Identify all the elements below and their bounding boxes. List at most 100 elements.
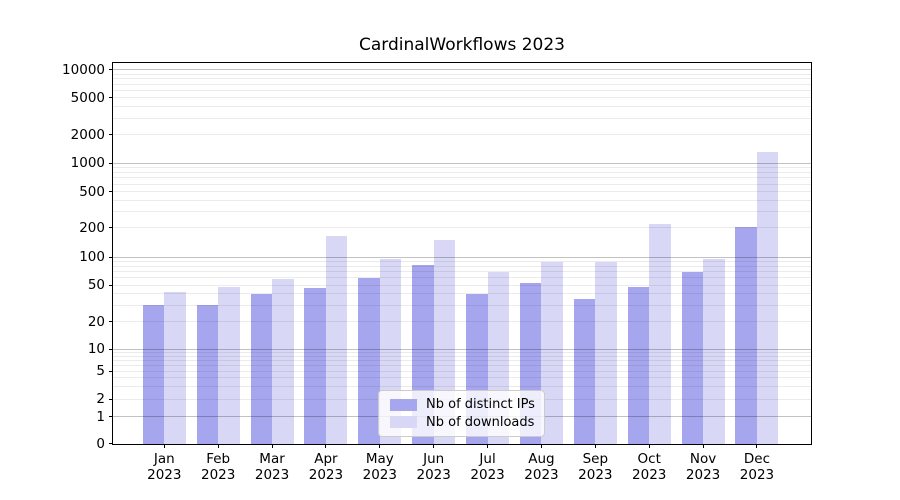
minor-gridline	[113, 386, 811, 388]
x-tickmark	[648, 444, 650, 448]
x-tickmark	[271, 444, 273, 448]
major-gridline	[113, 348, 811, 350]
y-tickmark	[109, 370, 113, 372]
minor-gridline	[113, 97, 811, 99]
x-tick-label: Nov 2023	[668, 451, 738, 483]
minor-gridline	[113, 106, 811, 108]
minor-gridline	[113, 271, 811, 273]
y-tickmark	[109, 443, 113, 444]
minor-gridline	[113, 199, 811, 201]
x-tick-year: 2023	[362, 467, 397, 483]
x-tick-label: Sep 2023	[560, 451, 630, 483]
bar-downloads-aug	[541, 262, 563, 444]
x-tick-year: 2023	[739, 467, 775, 483]
bar-downloads-dec	[756, 152, 779, 444]
legend-label-downloads: Nb of downloads	[426, 414, 535, 430]
y-tickmark	[109, 97, 113, 99]
x-tick-year: 2023	[147, 467, 182, 483]
x-tick-year: 2023	[632, 467, 667, 483]
x-tick-month: Aug	[528, 451, 555, 467]
x-tick-month: Mar	[259, 451, 285, 467]
bar-downloads-apr	[325, 235, 348, 444]
minor-gridline	[113, 177, 811, 179]
x-tick-month: Jan	[153, 451, 175, 467]
bar-distinct-ips-apr	[304, 288, 326, 444]
minor-gridline	[113, 370, 811, 372]
x-tick-month: Feb	[206, 451, 231, 467]
x-tick-month: Dec	[743, 451, 771, 467]
y-tick-label: 1	[96, 408, 105, 425]
x-tick-label: Jan 2023	[129, 451, 199, 483]
y-tickmark	[109, 256, 113, 258]
x-tick-year: 2023	[254, 467, 290, 483]
legend-swatch-downloads	[390, 416, 417, 429]
bar-distinct-ips-dec	[735, 226, 757, 444]
y-tick-label: 2	[96, 391, 105, 407]
x-tick-label: Mar 2023	[237, 451, 307, 483]
y-tick-label: 10	[87, 341, 105, 357]
x-tick-label: Dec 2023	[722, 451, 792, 483]
minor-gridline	[113, 351, 811, 353]
x-tickmark	[379, 444, 381, 448]
x-tick-month: Apr	[314, 451, 338, 467]
y-tick-label: 1000	[70, 155, 105, 172]
x-tick-label: Feb 2023	[183, 451, 253, 483]
minor-gridline	[113, 284, 811, 286]
x-tickmark	[487, 444, 489, 448]
y-tick-label: 10000	[62, 61, 105, 78]
y-tickmark	[109, 416, 113, 418]
minor-gridline	[113, 261, 811, 262]
bar-distinct-ips-oct	[627, 286, 650, 444]
major-gridline	[113, 69, 811, 71]
legend-item-distinct-ips: Nb of distinct IPs	[390, 396, 536, 414]
x-tick-label: Oct 2023	[614, 451, 684, 483]
x-tick-month: Sep	[582, 451, 609, 467]
x-tick-label: May 2023	[345, 451, 415, 483]
major-gridline	[113, 256, 811, 258]
y-tick-label: 5	[96, 363, 105, 379]
x-tick-year: 2023	[578, 467, 613, 483]
x-tickmark	[540, 444, 542, 448]
bar-downloads-oct	[649, 223, 671, 444]
y-tickmark	[109, 284, 113, 286]
minor-gridline	[113, 293, 811, 295]
minor-gridline	[113, 171, 811, 173]
x-tickmark	[433, 444, 435, 448]
y-tick-label: 20	[87, 313, 105, 330]
minor-gridline	[113, 117, 811, 119]
minor-gridline	[113, 304, 811, 306]
y-tick-label: 5000	[70, 89, 105, 106]
bar-downloads-jan	[164, 291, 186, 444]
x-tick-label: Apr 2023	[291, 451, 361, 483]
y-tick-label: 500	[79, 183, 105, 200]
x-tickmark	[702, 444, 704, 448]
y-tick-label: 200	[79, 219, 105, 236]
minor-gridline	[113, 183, 811, 185]
x-tick-month: Jul	[479, 451, 496, 467]
minor-gridline	[113, 191, 811, 193]
minor-gridline	[113, 83, 811, 85]
x-tick-year: 2023	[470, 467, 505, 483]
x-tick-month: Oct	[637, 451, 661, 467]
bar-distinct-ips-nov	[681, 271, 704, 444]
minor-gridline	[113, 134, 811, 135]
x-tick-year: 2023	[524, 467, 559, 483]
minor-gridline	[113, 355, 811, 357]
x-tick-month: May	[365, 451, 394, 467]
minor-gridline	[113, 321, 811, 323]
x-tickmark	[756, 444, 758, 448]
x-tick-label: Jun 2023	[399, 451, 469, 483]
x-tick-year: 2023	[200, 467, 236, 483]
minor-gridline	[113, 359, 811, 361]
y-tickmark	[109, 227, 113, 229]
bar-distinct-ips-sep	[573, 299, 596, 444]
minor-gridline	[113, 90, 811, 91]
x-tickmark	[325, 444, 327, 448]
x-tick-year: 2023	[685, 467, 721, 483]
x-tickmark	[594, 444, 596, 448]
bar-distinct-ips-jan	[142, 305, 165, 444]
y-tickmark	[109, 321, 113, 323]
minor-gridline	[113, 265, 811, 267]
minor-gridline	[113, 167, 811, 169]
